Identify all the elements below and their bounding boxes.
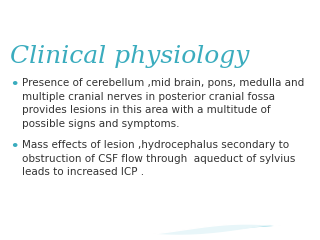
Text: Presence of cerebellum ,mid brain, pons, medulla and
multiple cranial nerves in : Presence of cerebellum ,mid brain, pons,… bbox=[22, 78, 304, 129]
Text: •: • bbox=[10, 140, 18, 153]
Text: Clinical physiology: Clinical physiology bbox=[10, 45, 249, 68]
Text: Mass effects of lesion ,hydrocephalus secondary to
obstruction of CSF flow throu: Mass effects of lesion ,hydrocephalus se… bbox=[22, 140, 295, 177]
Text: •: • bbox=[10, 78, 18, 91]
